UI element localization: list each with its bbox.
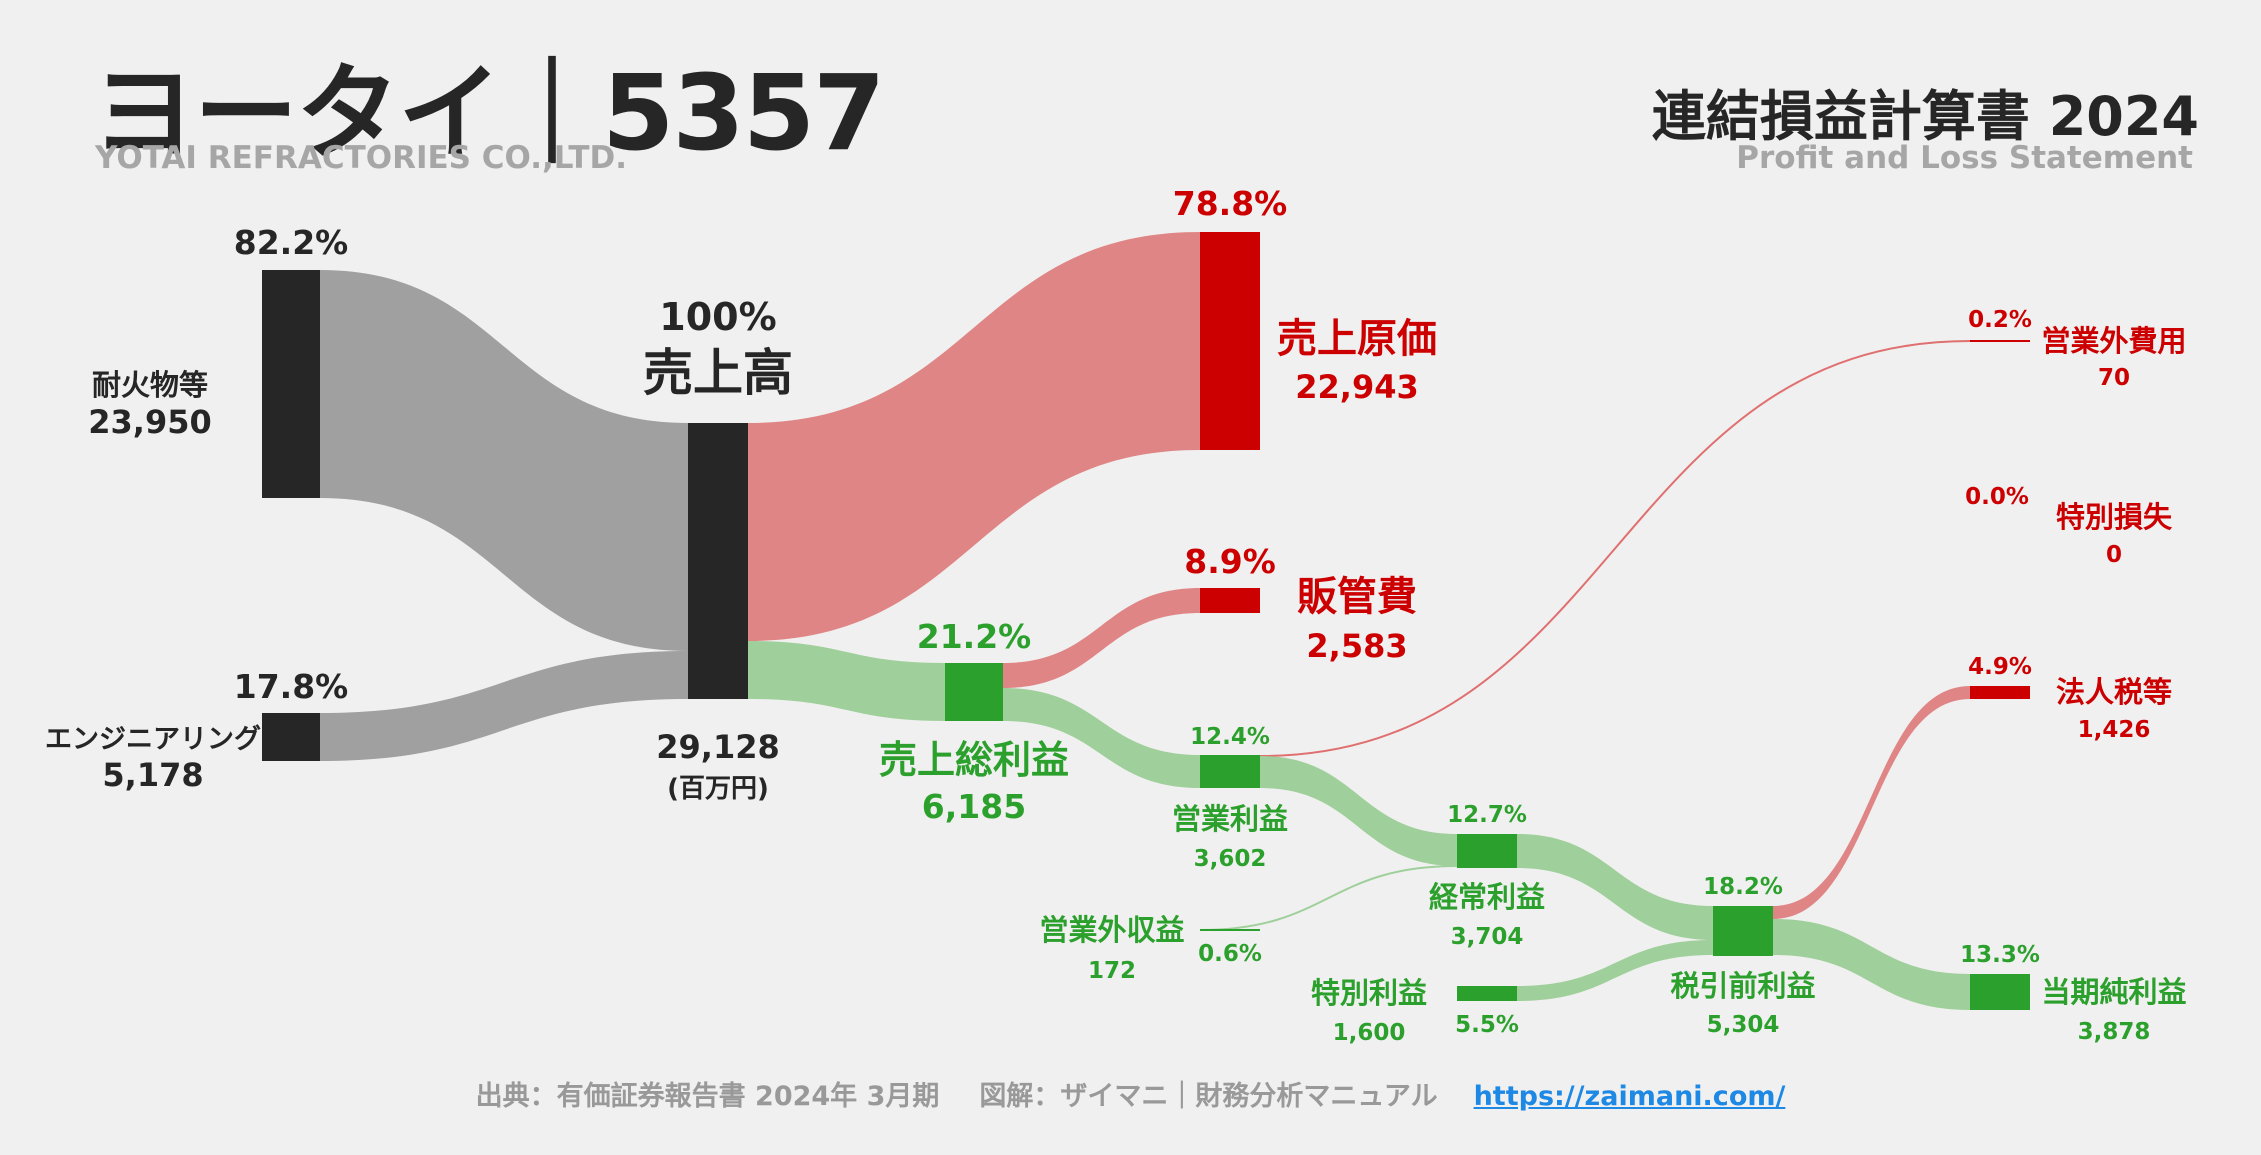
footer: 出典：有価証券報告書 2024年 3月期 図解：ザイマニ｜財務分析マニュアル htt… xyxy=(0,1074,2261,1113)
sankey-flows xyxy=(320,232,1971,1010)
label-non-op-income: 営業外収益 xyxy=(1039,913,1184,947)
flow-engineering-revenue xyxy=(320,651,688,761)
flow-pretax-profit-income-tax xyxy=(1773,686,1970,919)
label-value-engineering: 5,178 xyxy=(102,756,203,794)
label-pct-refractories: 82.2% xyxy=(234,223,349,262)
label-value-revenue: 29,128 xyxy=(656,728,779,766)
flow-ordinary-profit-pretax-profit xyxy=(1517,834,1713,940)
label-extraordinary-income: 特別利益 xyxy=(1311,976,1427,1010)
node-engineering xyxy=(262,713,320,761)
company-name: YOTAI REFRACTORIES CO.,LTD. xyxy=(95,140,628,176)
label-cogs: 売上原価 xyxy=(1277,316,1437,362)
label-pct-net-profit: 13.3% xyxy=(1960,942,2040,968)
label-net-profit: 当期純利益 xyxy=(2041,975,2186,1009)
label-value-pretax-profit: 5,304 xyxy=(1707,1012,1780,1038)
label-pct-ordinary-profit: 12.7% xyxy=(1447,802,1527,828)
node-revenue xyxy=(688,423,748,699)
flow-revenue-gross-profit xyxy=(748,641,945,721)
footer-credit: 図解：ザイマニ｜財務分析マニュアル xyxy=(979,1081,1438,1112)
label-pct-pretax-profit: 18.2% xyxy=(1703,874,1783,900)
label-value-extraordinary-loss: 0 xyxy=(2106,542,2122,568)
footer-source: 出典：有価証券報告書 2024年 3月期 xyxy=(475,1081,940,1112)
label-sga: 販管費 xyxy=(1297,574,1417,620)
label-operating-profit: 営業利益 xyxy=(1172,802,1288,836)
node-income-tax xyxy=(1970,686,2030,699)
label-income-tax: 法人税等 xyxy=(2056,675,2172,709)
footer-link[interactable]: https://zaimani.com/ xyxy=(1473,1081,1786,1112)
flow-operating-profit-ordinary-profit xyxy=(1260,756,1457,866)
label-pct-gross-profit: 21.2% xyxy=(917,617,1032,656)
label-value-refractories: 23,950 xyxy=(88,403,211,441)
flow-non-op-income-ordinary-profit xyxy=(1199,865,1458,931)
flow-gross-profit-operating-profit xyxy=(1003,688,1200,788)
label-value-net-profit: 3,878 xyxy=(2078,1019,2151,1045)
flow-extraordinary-income-pretax-profit xyxy=(1517,940,1713,1001)
label-pct-non-op-income: 0.6% xyxy=(1198,941,1262,967)
page-title: ヨータイ｜5357 xyxy=(92,52,885,174)
statement-title: 連結損益計算書 2024 xyxy=(1651,85,2199,148)
label-value-non-op-expense: 70 xyxy=(2098,365,2130,391)
label-value-cogs: 22,943 xyxy=(1295,368,1418,406)
node-refractories xyxy=(262,270,320,498)
flow-gross-profit-sga xyxy=(1003,588,1200,688)
node-operating-profit xyxy=(1200,755,1260,788)
node-gross-profit xyxy=(945,663,1003,721)
label-revenue: 売上高 xyxy=(643,344,793,402)
node-sga xyxy=(1200,588,1260,613)
label-pct-cogs: 78.8% xyxy=(1173,184,1288,223)
label-non-op-expense: 営業外費用 xyxy=(2041,324,2186,358)
node-pretax-profit xyxy=(1713,906,1773,956)
label-value-non-op-income: 172 xyxy=(1088,958,1136,984)
label-value-extraordinary-income: 1,600 xyxy=(1333,1020,1406,1046)
label-pct-extraordinary-income: 5.5% xyxy=(1455,1012,1519,1038)
flow-refractories-revenue xyxy=(320,270,688,651)
label-ordinary-profit: 経常利益 xyxy=(1429,880,1545,914)
label-pct-operating-profit: 12.4% xyxy=(1190,724,1270,750)
label-value-ordinary-profit: 3,704 xyxy=(1451,924,1524,950)
label-pct-income-tax: 4.9% xyxy=(1968,654,2032,680)
label-refractories: 耐火物等 xyxy=(92,368,208,402)
label-value-sga: 2,583 xyxy=(1306,627,1407,665)
node-cogs xyxy=(1200,232,1260,450)
label-engineering: エンジニアリング xyxy=(45,723,261,755)
label-pct-engineering: 17.8% xyxy=(234,667,349,706)
node-ordinary-profit xyxy=(1457,834,1517,868)
statement-subtitle: Profit and Loss Statement xyxy=(1736,140,2193,176)
label-gross-profit: 売上総利益 xyxy=(879,738,1069,782)
flow-operating-profit-non-op-expense xyxy=(1259,340,1971,757)
flow-revenue-cogs xyxy=(748,232,1200,641)
node-extraordinary-income xyxy=(1457,986,1517,1001)
label-pretax-profit: 税引前利益 xyxy=(1670,969,1815,1003)
label-pct-non-op-expense: 0.2% xyxy=(1968,307,2032,333)
flow-pretax-profit-net-profit xyxy=(1773,919,1970,1010)
label-extraordinary-loss: 特別損失 xyxy=(2056,500,2173,534)
label-pct-sga: 8.9% xyxy=(1184,542,1276,581)
node-net-profit xyxy=(1970,974,2030,1010)
label-pct-revenue: 100% xyxy=(659,295,776,339)
label-pct-extraordinary-loss: 0.0% xyxy=(1965,484,2029,510)
label-unit: (百万円) xyxy=(667,774,769,804)
sankey-nodes xyxy=(262,232,2030,1010)
label-value-operating-profit: 3,602 xyxy=(1194,846,1267,872)
label-value-gross-profit: 6,185 xyxy=(922,787,1026,826)
label-value-income-tax: 1,426 xyxy=(2078,717,2151,743)
